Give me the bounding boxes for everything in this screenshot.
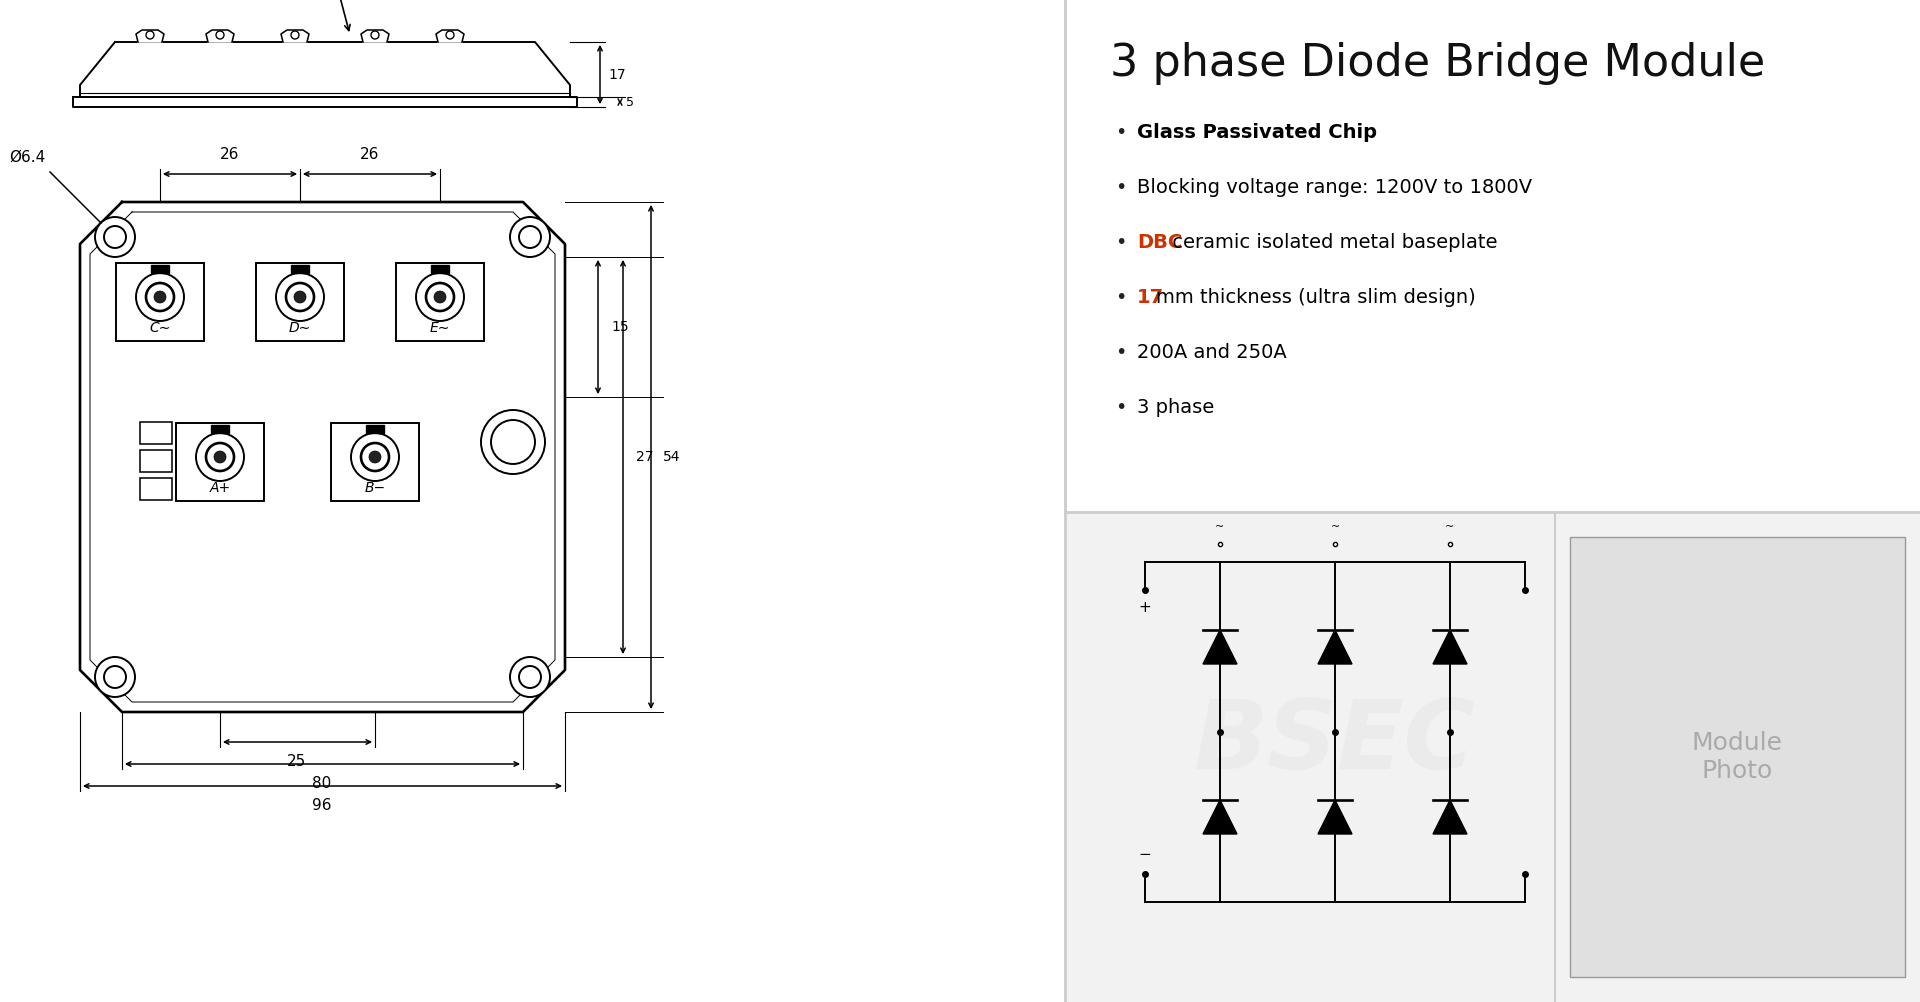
Text: 96: 96: [313, 798, 332, 813]
Text: Module
Photo: Module Photo: [1692, 731, 1782, 783]
Text: •: •: [1116, 122, 1127, 141]
Text: 200A and 250A: 200A and 250A: [1137, 343, 1286, 362]
Circle shape: [154, 291, 165, 303]
Circle shape: [286, 283, 315, 311]
Text: 27: 27: [636, 450, 653, 464]
Text: 26: 26: [221, 147, 240, 162]
Circle shape: [417, 273, 465, 321]
Text: mm thickness (ultra slim design): mm thickness (ultra slim design): [1156, 288, 1476, 307]
Bar: [211, 425, 228, 433]
FancyBboxPatch shape: [115, 263, 204, 341]
Text: 25: 25: [288, 754, 307, 769]
Text: A+: A+: [209, 481, 230, 495]
Text: •: •: [1116, 343, 1127, 362]
Text: •: •: [1116, 288, 1127, 307]
Text: •: •: [1116, 177, 1127, 196]
Text: BSEC: BSEC: [148, 405, 551, 539]
Circle shape: [136, 273, 184, 321]
Bar: [0, 0, 1066, 1002]
Text: 17: 17: [609, 68, 626, 82]
Polygon shape: [436, 30, 465, 42]
FancyBboxPatch shape: [330, 423, 419, 501]
Text: ~: ~: [1215, 522, 1225, 532]
Bar: [1066, 0, 1920, 512]
Text: Blocking voltage range: 1200V to 1800V: Blocking voltage range: 1200V to 1800V: [1137, 177, 1532, 196]
Circle shape: [294, 291, 305, 303]
Text: ceramic isolated metal baseplate: ceramic isolated metal baseplate: [1165, 232, 1498, 252]
Circle shape: [213, 451, 227, 463]
FancyBboxPatch shape: [177, 423, 265, 501]
Text: C∼: C∼: [150, 321, 171, 335]
Bar: [367, 425, 384, 433]
Circle shape: [351, 433, 399, 481]
Text: 80: 80: [313, 776, 332, 791]
Polygon shape: [1317, 630, 1352, 664]
Circle shape: [146, 283, 175, 311]
Bar: [1066, 512, 1920, 1002]
Polygon shape: [73, 97, 578, 107]
Circle shape: [205, 443, 234, 471]
Bar: [152, 265, 169, 273]
Text: −: −: [1139, 847, 1152, 862]
Circle shape: [482, 410, 545, 474]
Polygon shape: [361, 30, 390, 42]
FancyBboxPatch shape: [396, 263, 484, 341]
Circle shape: [511, 217, 549, 257]
Bar: [292, 265, 309, 273]
Text: DBC: DBC: [1137, 232, 1183, 252]
Polygon shape: [81, 202, 564, 712]
Text: 3 phase Diode Bridge Module: 3 phase Diode Bridge Module: [1110, 42, 1764, 85]
Polygon shape: [81, 42, 570, 97]
Circle shape: [276, 273, 324, 321]
Text: 15: 15: [611, 320, 628, 334]
Text: ~: ~: [1446, 522, 1455, 532]
Polygon shape: [1432, 800, 1467, 834]
Bar: [140, 450, 173, 472]
Bar: [430, 265, 449, 273]
Circle shape: [369, 451, 380, 463]
Polygon shape: [136, 30, 163, 42]
Text: B−: B−: [365, 481, 386, 495]
Text: Ø6.4: Ø6.4: [10, 150, 44, 165]
Bar: [140, 422, 173, 444]
Polygon shape: [1204, 800, 1236, 834]
Text: 26: 26: [361, 147, 380, 162]
Polygon shape: [280, 30, 309, 42]
Text: D∼: D∼: [288, 321, 311, 335]
Text: •: •: [1116, 232, 1127, 252]
Text: 3 phase: 3 phase: [1137, 398, 1213, 417]
Polygon shape: [1317, 800, 1352, 834]
Circle shape: [511, 657, 549, 697]
Text: BSEC: BSEC: [1194, 695, 1476, 789]
Bar: [1571, 537, 1905, 977]
Polygon shape: [205, 30, 234, 42]
Circle shape: [426, 283, 453, 311]
Text: Glass Passivated Chip: Glass Passivated Chip: [1137, 122, 1377, 141]
Text: 54: 54: [662, 450, 680, 464]
Text: •: •: [1116, 398, 1127, 417]
Polygon shape: [1432, 630, 1467, 664]
Circle shape: [434, 291, 445, 303]
Text: 5: 5: [626, 95, 634, 108]
Text: 17: 17: [1137, 288, 1164, 307]
Circle shape: [196, 433, 244, 481]
Circle shape: [361, 443, 390, 471]
FancyBboxPatch shape: [255, 263, 344, 341]
Bar: [140, 478, 173, 500]
Text: ~: ~: [1331, 522, 1340, 532]
Text: +: +: [1139, 600, 1152, 615]
Circle shape: [94, 217, 134, 257]
Polygon shape: [1204, 630, 1236, 664]
Text: E∼: E∼: [430, 321, 449, 335]
Circle shape: [94, 657, 134, 697]
